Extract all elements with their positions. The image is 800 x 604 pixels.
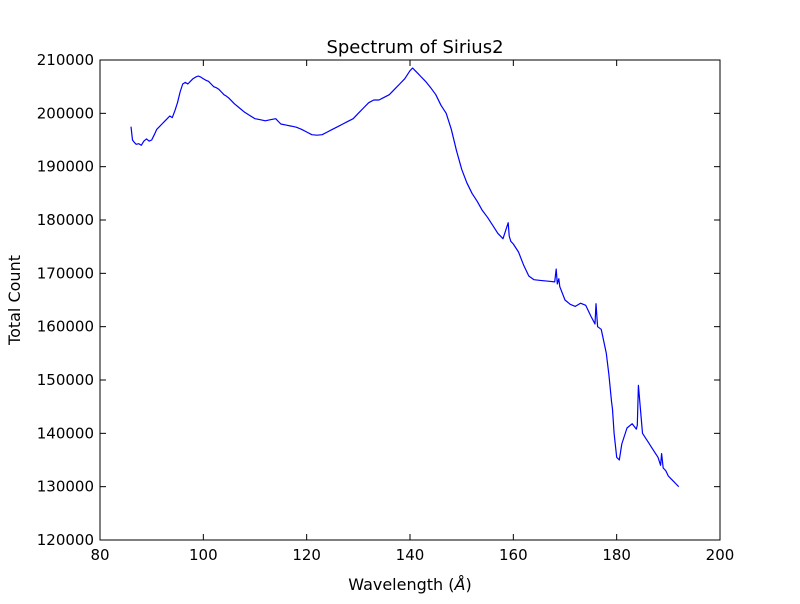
x-axis-label-unit: Å <box>454 575 466 594</box>
x-tick-label: 140 <box>396 546 425 564</box>
x-tick-label: 120 <box>292 546 321 564</box>
x-tick-label: 180 <box>602 546 631 564</box>
x-axis-label-text: Wavelength ( <box>348 575 454 594</box>
y-tick-label: 200000 <box>37 104 94 122</box>
y-tick-label: 120000 <box>37 531 94 549</box>
chart-title: Spectrum of Sirius2 <box>326 37 503 58</box>
y-tick-label: 190000 <box>37 158 94 176</box>
y-tick-label: 180000 <box>37 211 94 229</box>
y-tick-label: 130000 <box>37 478 94 496</box>
y-tick-label: 160000 <box>37 318 94 336</box>
y-tick-label: 170000 <box>37 264 94 282</box>
axis-ticks: 80 100 120 140 160 180 200 120000 130000 140000 15… <box>37 51 735 564</box>
x-tick-label: 160 <box>499 546 528 564</box>
y-tick-label: 210000 <box>37 51 94 69</box>
x-tick-label: 100 <box>189 546 218 564</box>
x-axis-label-close: ) <box>465 575 471 594</box>
plot-area <box>130 67 680 488</box>
y-tick-label: 140000 <box>37 424 94 442</box>
x-tick-label: 200 <box>706 546 735 564</box>
spectrum-line <box>130 67 680 488</box>
x-axis-label: Wavelength (Å) <box>348 575 471 594</box>
plot-frame <box>99 59 721 541</box>
y-tick-label: 150000 <box>37 371 94 389</box>
y-axis-label: Total Count <box>5 255 24 346</box>
x-tick-label: 80 <box>90 546 109 564</box>
